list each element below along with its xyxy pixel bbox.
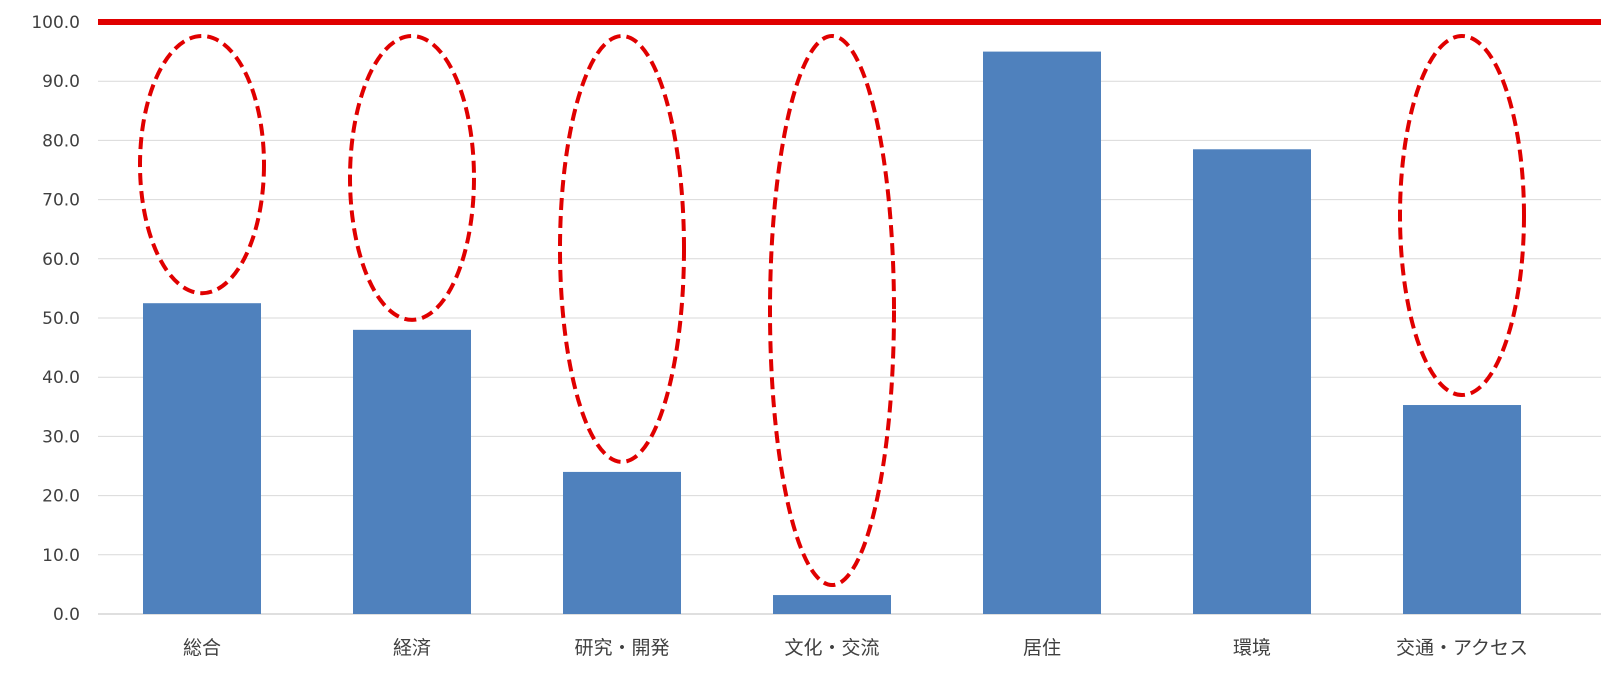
gap-highlight-ellipse xyxy=(1398,34,1526,398)
y-axis-tick-labels: 0.0 10.0 20.0 30.0 40.0 50.0 60.0 70.0 80.0 90.0 1… xyxy=(31,13,80,625)
bar xyxy=(983,51,1101,615)
x-axis-category-labels: 総合 経済 研究・開発 文化・交流 居住 環境 交通・アクセス xyxy=(183,637,1528,659)
y-tick-label: 40.0 xyxy=(42,368,80,388)
y-tick-label: 100.0 xyxy=(31,13,80,33)
y-tick-label: 20.0 xyxy=(42,487,80,507)
y-tick-label: 80.0 xyxy=(42,131,80,151)
y-tick-label: 0.0 xyxy=(53,605,80,625)
category-label: 環境 xyxy=(1233,637,1271,659)
y-tick-label: 30.0 xyxy=(42,427,80,447)
bar xyxy=(1403,405,1521,614)
bar xyxy=(143,303,261,614)
category-label: 経済 xyxy=(393,637,431,659)
y-tick-label: 60.0 xyxy=(42,250,80,270)
category-label: 総合 xyxy=(183,637,221,659)
bars xyxy=(143,51,1521,615)
bar xyxy=(563,471,681,614)
category-label: 研究・開発 xyxy=(574,637,669,659)
gridlines xyxy=(98,80,1601,615)
bar xyxy=(1193,149,1311,614)
category-label: 居住 xyxy=(1023,637,1061,659)
y-tick-label: 10.0 xyxy=(42,546,80,566)
bar xyxy=(773,595,891,614)
gap-highlight-ellipse xyxy=(348,34,476,322)
y-tick-label: 90.0 xyxy=(42,72,80,92)
y-tick-label: 50.0 xyxy=(42,309,80,329)
bar xyxy=(353,329,471,614)
category-label: 文化・交流 xyxy=(784,637,879,659)
y-tick-label: 70.0 xyxy=(42,191,80,211)
gap-highlight-ellipse xyxy=(558,34,686,464)
gap-highlights xyxy=(138,34,1526,588)
gap-highlight-ellipse xyxy=(768,34,896,588)
category-label: 交通・アクセス xyxy=(1396,637,1528,659)
gap-highlight-ellipse xyxy=(138,34,266,296)
